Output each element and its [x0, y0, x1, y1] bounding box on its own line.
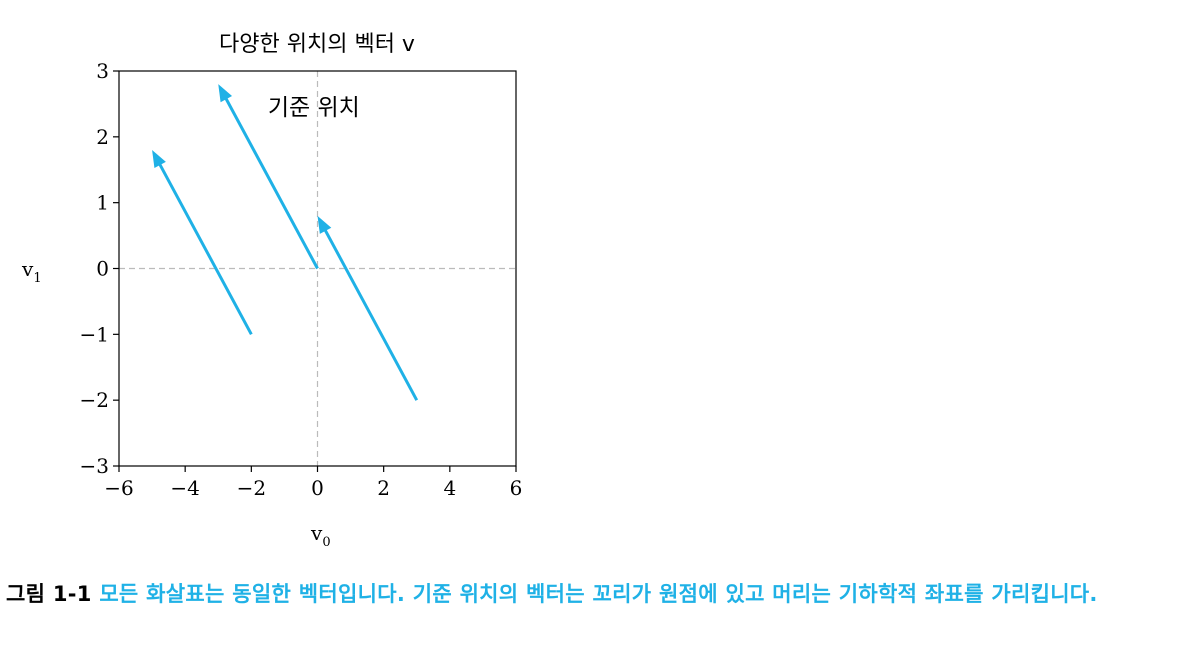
x-tick-label: 4: [443, 476, 456, 500]
y-tick-label: −1: [80, 322, 109, 346]
arrow-head: [152, 150, 166, 169]
x-tick-label: −6: [104, 476, 133, 500]
y-tick-label: 2: [96, 125, 109, 149]
vector-arrow-1: [152, 150, 253, 336]
vector-arrow-2: [218, 84, 319, 270]
y-tick-label: 1: [96, 191, 109, 215]
y-axis-label: v1: [21, 257, 42, 286]
x-tick-label: 6: [510, 476, 523, 500]
x-tick-label: −4: [170, 476, 199, 500]
vector-arrow-3: [317, 215, 419, 401]
chart-figure: 다양한 위치의 벡터 v −6 −4 −2 0 2 4 6 −3 −2 −1 0 1 2 3 기준 위치…: [21, 32, 522, 550]
figure-caption: 그림 1-1 모든 화살표는 동일한 벡터입니다. 기준 위치의 벡터는 꼬리가…: [6, 574, 1192, 614]
arrow-head: [218, 84, 233, 103]
y-axis-label-subscript: 1: [33, 271, 41, 286]
reference-lines: [119, 71, 516, 466]
y-tick-label: −3: [80, 454, 109, 478]
caption-text: 모든 화살표는 동일한 벡터입니다. 기준 위치의 벡터는 꼬리가 원점에 있고…: [91, 582, 1098, 606]
arrow-shaft: [157, 162, 253, 336]
arrow-shaft: [224, 96, 319, 270]
arrow-head: [317, 215, 332, 234]
x-axis-label: v0: [310, 521, 331, 550]
arrow-shaft: [323, 228, 419, 401]
x-tick-label: −2: [237, 476, 266, 500]
x-tick-label: 0: [311, 476, 324, 500]
y-ticks: −3 −2 −1 0 1 2 3: [80, 59, 119, 478]
x-tick-label: 2: [377, 476, 390, 500]
y-tick-label: 3: [96, 59, 109, 83]
caption-label: 그림 1-1: [6, 582, 92, 606]
chart-title: 다양한 위치의 벡터 v: [219, 32, 415, 57]
y-tick-label: 0: [96, 257, 109, 281]
vector-arrows: [152, 84, 419, 401]
x-ticks: −6 −4 −2 0 2 4 6: [104, 466, 522, 500]
x-axis-label-subscript: 0: [322, 535, 330, 550]
y-tick-label: −2: [80, 388, 109, 412]
annotation-reference-position: 기준 위치: [268, 95, 360, 121]
